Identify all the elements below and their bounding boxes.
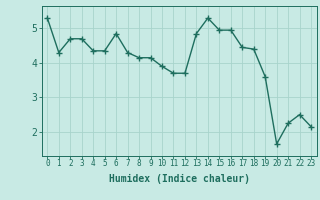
X-axis label: Humidex (Indice chaleur): Humidex (Indice chaleur) — [109, 174, 250, 184]
